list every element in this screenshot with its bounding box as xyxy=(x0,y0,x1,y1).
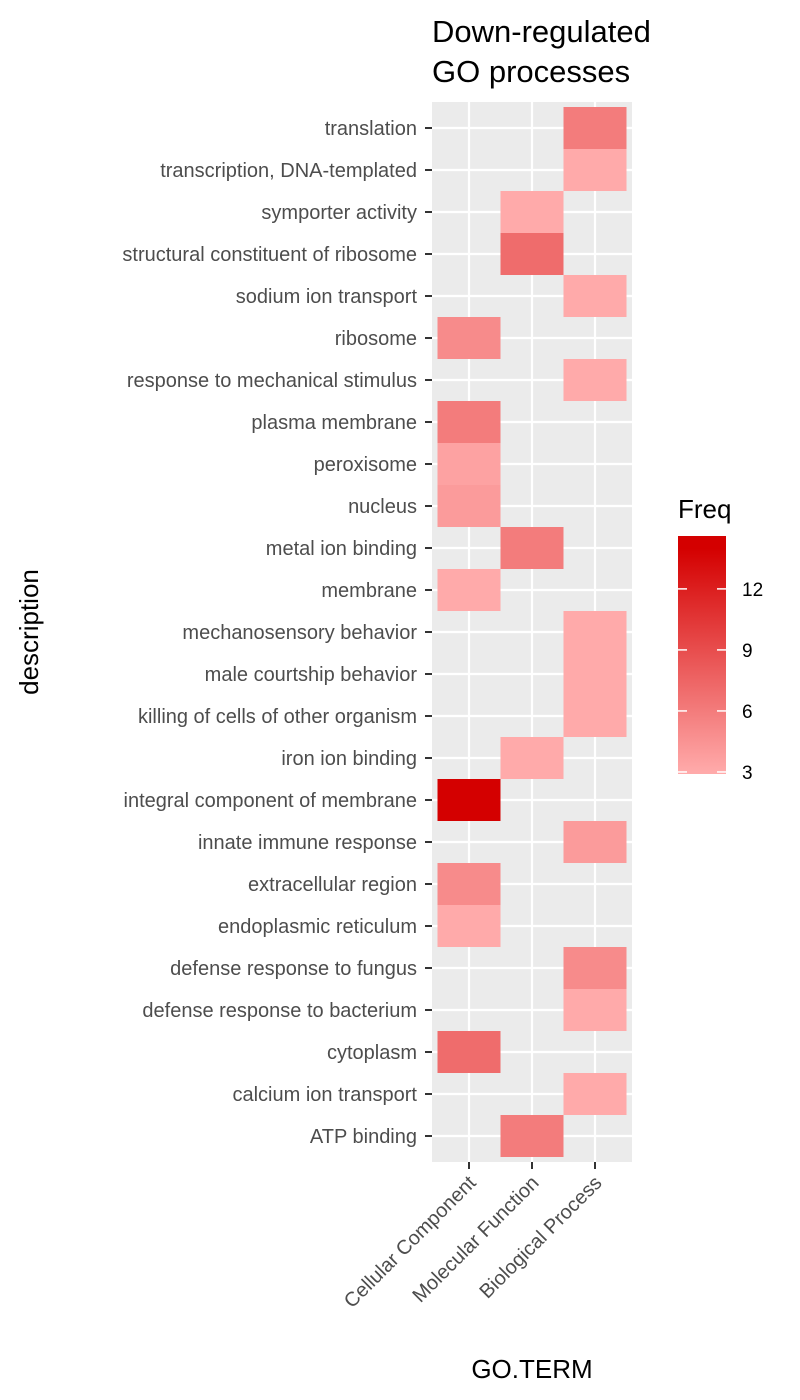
heatmap-cell xyxy=(437,779,501,821)
y-tick-label: defense response to bacterium xyxy=(142,1000,417,1022)
legend-colorbar xyxy=(678,536,726,774)
y-tick-label: innate immune response xyxy=(198,832,417,854)
y-tick-label: sodium ion transport xyxy=(236,286,418,308)
heatmap-cell xyxy=(563,989,627,1031)
heatmap-cell xyxy=(563,149,627,191)
y-tick-label: extracellular region xyxy=(248,874,417,896)
y-tick-label: symporter activity xyxy=(261,202,417,224)
legend-tick-label: 12 xyxy=(742,580,763,601)
heatmap-cell xyxy=(563,107,627,149)
heatmap-cell xyxy=(437,863,501,905)
y-tick-label: cytoplasm xyxy=(327,1042,417,1064)
y-tick-label: calcium ion transport xyxy=(232,1084,417,1106)
heatmap-cell xyxy=(437,905,501,947)
y-tick-label: defense response to fungus xyxy=(170,958,417,980)
heatmap-cell xyxy=(563,947,627,989)
heatmap-cell xyxy=(437,569,501,611)
heatmap-cell xyxy=(563,1073,627,1115)
heatmap-cell xyxy=(563,611,627,653)
heatmap-cell xyxy=(563,695,627,737)
y-tick-label: plasma membrane xyxy=(251,412,417,434)
y-axis: ATP binding calcium ion transport cytoplas… xyxy=(122,118,432,1148)
heatmap-cell xyxy=(563,653,627,695)
y-tick-label: translation xyxy=(325,118,417,140)
heatmap-cell xyxy=(437,401,501,443)
y-tick-label: mechanosensory behavior xyxy=(182,622,417,644)
y-tick-label: male courtship behavior xyxy=(205,664,418,686)
y-tick-label: killing of cells of other organism xyxy=(138,706,417,728)
heatmap-cell xyxy=(437,317,501,359)
heatmap-cell xyxy=(500,527,564,569)
chart-title-line-1: Down-regulated xyxy=(432,14,651,49)
y-axis-title: description xyxy=(14,569,44,695)
legend-tick-label: 9 xyxy=(742,641,753,662)
heatmap-cells xyxy=(437,107,627,1157)
legend-tick-label: 3 xyxy=(742,763,753,784)
heatmap-cell xyxy=(500,191,564,233)
y-tick-label: transcription, DNA-templated xyxy=(160,160,417,182)
heatmap-cell xyxy=(437,443,501,485)
heatmap-cell xyxy=(500,1115,564,1157)
heatmap-cell xyxy=(500,233,564,275)
y-tick-label: ATP binding xyxy=(310,1126,417,1148)
freq-legend: Freq 3 6 9 12 xyxy=(678,494,763,784)
heatmap-cell xyxy=(437,1031,501,1073)
y-tick-label: iron ion binding xyxy=(281,748,417,770)
y-tick-label: endoplasmic reticulum xyxy=(218,916,417,938)
y-tick-label: response to mechanical stimulus xyxy=(127,370,417,392)
x-axis-title: GO.TERM xyxy=(471,1354,592,1384)
heatmap-cell xyxy=(563,821,627,863)
chart-title-line-2: GO processes xyxy=(432,54,630,89)
legend-title: Freq xyxy=(678,494,731,524)
y-tick-label: membrane xyxy=(321,580,417,602)
y-tick-label: integral component of membrane xyxy=(124,790,418,812)
legend-tick-label: 6 xyxy=(742,702,753,723)
heatmap-cell xyxy=(563,275,627,317)
y-tick-label: peroxisome xyxy=(314,454,417,476)
y-tick-label: ribosome xyxy=(335,328,417,350)
y-tick-label: metal ion binding xyxy=(266,538,417,560)
y-tick-label: structural constituent of ribosome xyxy=(122,244,417,266)
y-tick-label: nucleus xyxy=(348,496,417,518)
heatmap-cell xyxy=(563,359,627,401)
x-tick-label: Biological Process xyxy=(475,1172,606,1303)
heatmap-cell xyxy=(437,485,501,527)
heatmap-cell xyxy=(500,737,564,779)
